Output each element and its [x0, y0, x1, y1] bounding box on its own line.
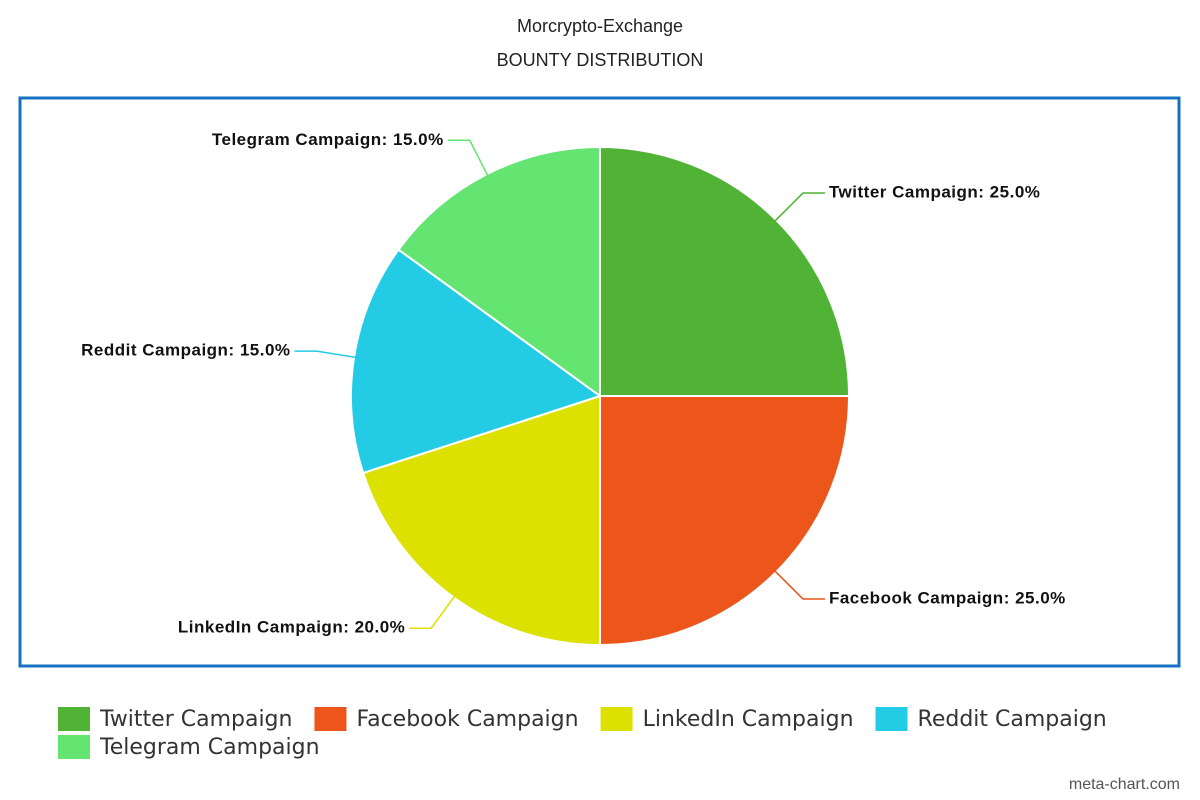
chart-subtitle: BOUNTY DISTRIBUTION	[497, 50, 704, 70]
legend-label: Telegram Campaign	[99, 735, 320, 760]
legend-swatch	[58, 707, 90, 731]
leader-line	[294, 350, 360, 359]
legend-label: Twitter Campaign	[99, 707, 292, 732]
leader-line	[409, 592, 458, 629]
legend-label: Facebook Campaign	[356, 707, 578, 732]
legend-label: LinkedIn Campaign	[643, 707, 854, 732]
credit: meta-chart.com	[1069, 776, 1180, 793]
legend-swatch	[600, 707, 633, 731]
leader-line	[447, 139, 490, 179]
data-label: Telegram Campaign: 15.0%	[212, 130, 444, 149]
leader-line	[772, 192, 825, 224]
data-label: Facebook Campaign: 25.0%	[829, 588, 1066, 607]
chart-title: Morcrypto-Exchange	[517, 16, 683, 36]
leader-line	[772, 568, 825, 600]
legend-label: Reddit Campaign	[918, 707, 1107, 732]
legend-swatch	[58, 735, 90, 759]
data-label: Reddit Campaign: 15.0%	[81, 341, 290, 360]
data-label: LinkedIn Campaign: 20.0%	[178, 618, 405, 637]
legend-swatch	[314, 707, 347, 731]
data-label: Twitter Campaign: 25.0%	[829, 183, 1040, 202]
legend-swatch	[875, 707, 908, 731]
pie-slice	[599, 395, 851, 647]
plot-frame	[18, 96, 1181, 668]
pie-slice	[599, 145, 851, 397]
